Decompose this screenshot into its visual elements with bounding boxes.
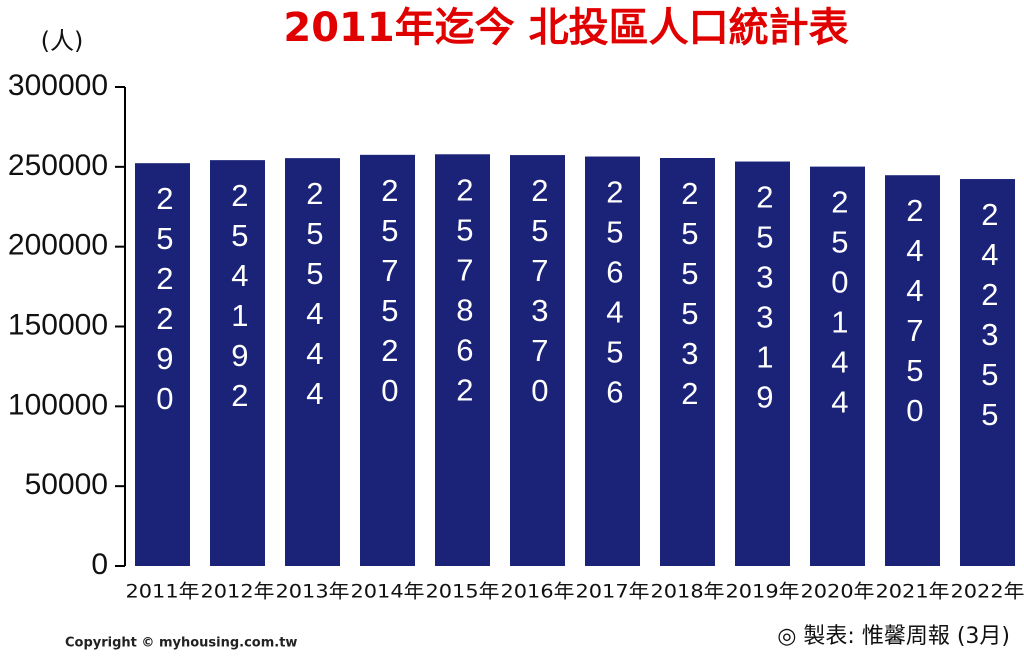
y-tick-label: 100000 <box>8 388 108 421</box>
bar <box>360 154 415 566</box>
x-tick-label: 2016年 <box>501 581 575 603</box>
x-tick-label: 2022年 <box>951 581 1024 603</box>
y-tick-label: 150000 <box>8 308 108 341</box>
x-tick-label: 2013年 <box>276 581 350 603</box>
bar <box>285 158 340 566</box>
value-label: 244750 <box>897 193 932 433</box>
x-tick-label: 2015年 <box>426 581 500 603</box>
x-tick-label: 2020年 <box>801 581 875 603</box>
bar <box>210 160 265 566</box>
y-tick-label: 0 <box>91 548 108 581</box>
bar <box>585 156 640 566</box>
bar <box>960 179 1015 566</box>
value-label: 257520 <box>372 173 407 413</box>
x-tick-label: 2021年 <box>876 581 950 603</box>
x-tick-label: 2019年 <box>726 581 800 603</box>
value-label: 255444 <box>297 176 332 416</box>
y-tick-label: 300000 <box>8 69 108 102</box>
bar <box>885 175 940 567</box>
bar <box>435 154 490 566</box>
y-tick-label: 50000 <box>25 468 108 501</box>
source: ◎ 製表: 惟馨周報 (3月) <box>777 624 1010 649</box>
y-tick-label: 200000 <box>8 229 108 262</box>
bar <box>135 163 190 566</box>
x-tick-label: 2014年 <box>351 581 425 603</box>
value-label: 242355 <box>972 197 1007 437</box>
value-label: 252290 <box>147 181 182 421</box>
chart-title: 2011年迄今 北投區人口統計表 <box>283 5 848 51</box>
y-tick-label: 250000 <box>8 149 108 182</box>
value-label: 253319 <box>747 180 782 420</box>
bar <box>735 161 790 566</box>
x-tick-label: 2018年 <box>651 581 725 603</box>
bar <box>810 166 865 567</box>
bar <box>660 158 715 566</box>
unit-label: (人) <box>41 27 84 55</box>
x-tick-label: 2011年 <box>126 581 200 603</box>
value-label: 255532 <box>672 176 707 416</box>
value-label: 250144 <box>822 185 857 425</box>
value-label: 257862 <box>447 172 482 412</box>
value-label: 257370 <box>522 173 557 413</box>
bar <box>510 155 565 566</box>
value-label: 254192 <box>222 178 257 418</box>
copyright: Copyright © myhousing.com.tw <box>65 636 297 651</box>
x-tick-label: 2012年 <box>201 581 275 603</box>
x-tick-label: 2017年 <box>576 581 650 603</box>
value-label: 256456 <box>597 175 632 415</box>
